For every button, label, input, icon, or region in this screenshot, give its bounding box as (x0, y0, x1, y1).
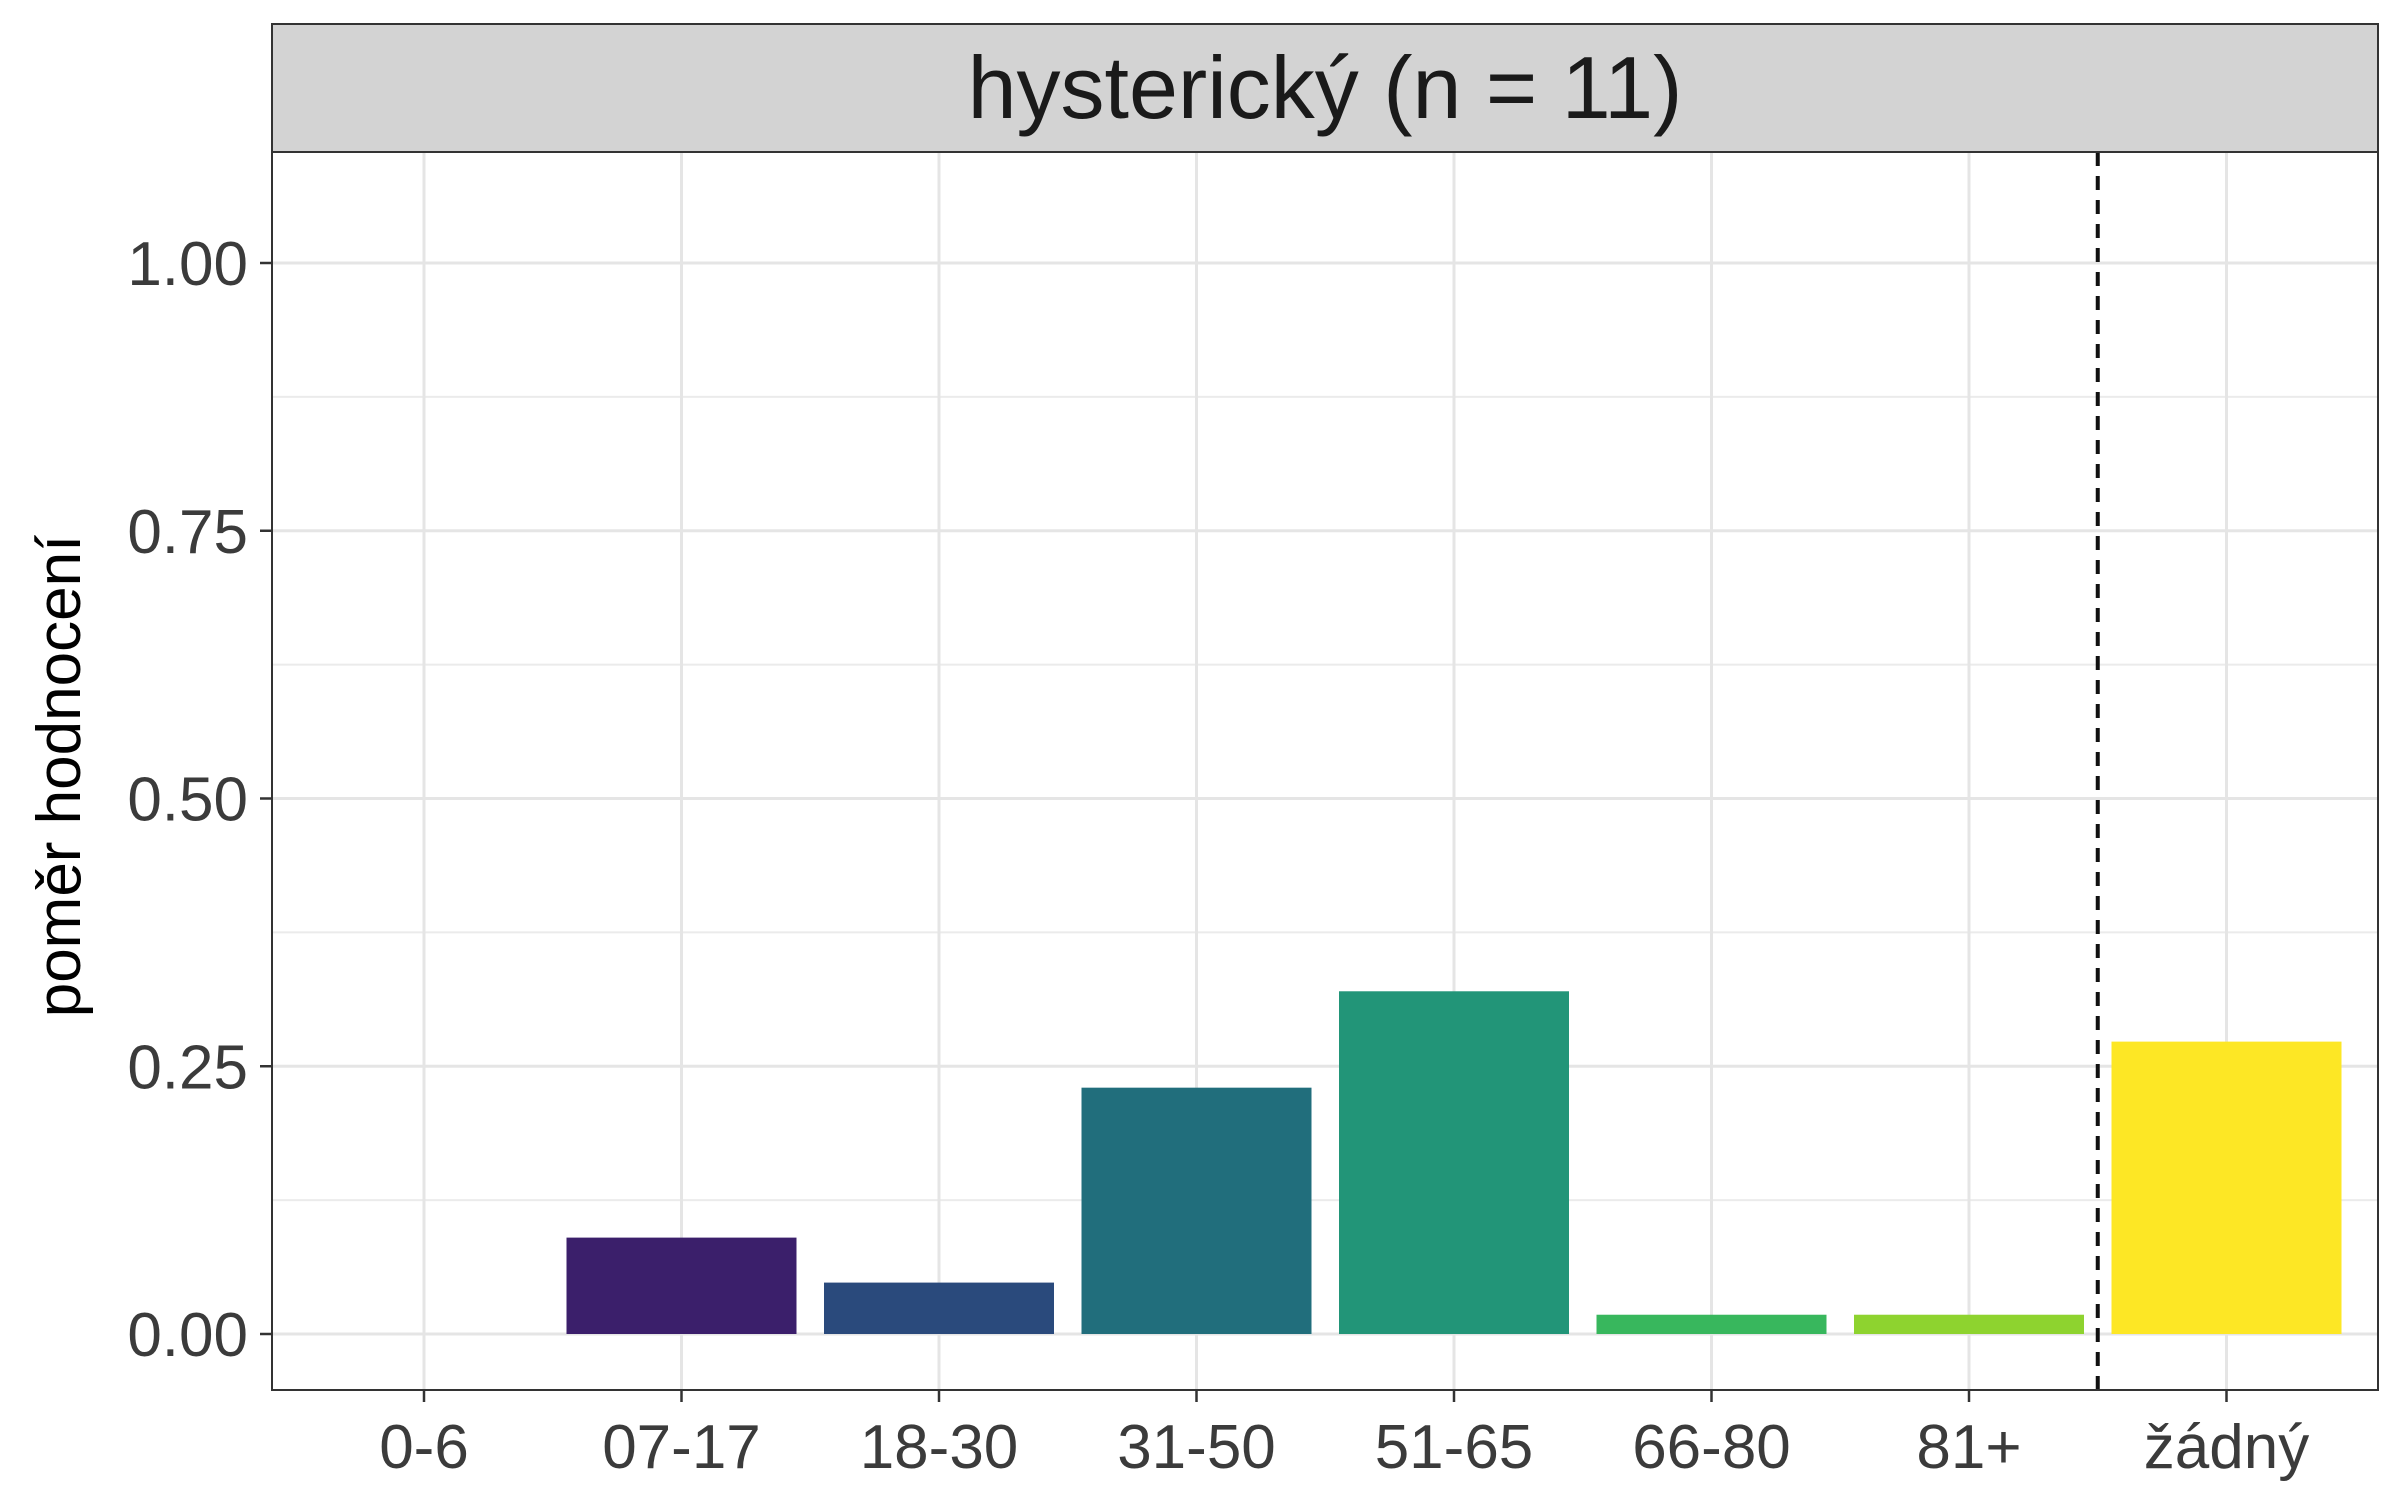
y-tick-label: 0.25 (127, 1033, 248, 1102)
panel-border (271, 151, 2379, 1391)
y-axis-title: poměr hodnocení (25, 535, 94, 1018)
bar-81+ (1854, 1314, 2084, 1334)
bar-žádný (2111, 1041, 2342, 1334)
y-tick-label: 1.00 (127, 230, 248, 299)
y-tick-label: 0.75 (127, 498, 248, 567)
bars (566, 991, 2342, 1334)
y-tick-label: 0.50 (127, 766, 248, 835)
x-tick-label: 81+ (1916, 1413, 2021, 1482)
facet-strip (271, 23, 2379, 153)
y-axis: 0.00 0.25 0.50 0.75 1.00 (127, 230, 272, 1370)
x-tick-label: 66-80 (1632, 1413, 1791, 1482)
bar-66-80 (1596, 1314, 1827, 1334)
x-tick-label: 07-17 (602, 1413, 761, 1482)
x-tick-label: 31-50 (1117, 1413, 1276, 1482)
x-tick-label: žádný (2144, 1413, 2309, 1482)
bar-18-30 (824, 1282, 1054, 1334)
y-tick-label: 0.00 (127, 1301, 248, 1370)
x-axis: 0-6 07-17 18-30 31-50 51-65 66-80 81+ žádný (379, 1390, 2309, 1482)
x-tick-label: 0-6 (379, 1413, 469, 1482)
grid-lines (272, 152, 2378, 1390)
bar-51-65 (1339, 991, 1569, 1334)
bar-31-50 (1081, 1087, 1312, 1334)
bar-07-17 (566, 1237, 797, 1334)
x-tick-label: 18-30 (860, 1413, 1019, 1482)
facet-title: hysterický (n = 11) (968, 38, 1683, 137)
x-tick-label: 51-65 (1375, 1413, 1534, 1482)
